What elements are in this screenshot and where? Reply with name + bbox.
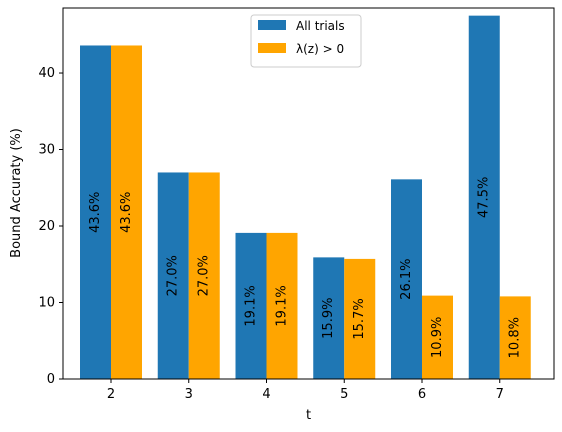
bar-all-trials-6 (391, 179, 422, 379)
y-tick-label-40: 40 (38, 66, 55, 81)
y-tick-label-20: 20 (38, 219, 55, 234)
bar-value-label-z-0-4: 19.1% (275, 285, 290, 326)
y-tick-label-0: 0 (47, 372, 55, 387)
bars-layer (80, 15, 531, 380)
bar-value-label-all-trials-5: 15.9% (321, 298, 336, 339)
bar-value-label-z-0-2: 43.6% (119, 192, 134, 233)
bar-all-trials-3 (157, 172, 189, 379)
y-tick-label-30: 30 (38, 143, 55, 158)
bar-value-label-all-trials-3: 27.0% (166, 255, 181, 296)
x-tick-label-7: 7 (496, 387, 504, 402)
y-tick-label-10: 10 (38, 296, 55, 311)
bar-all-trials-4 (235, 232, 267, 379)
legend-swatch-all-trials (258, 20, 286, 30)
bar-value-label-z-0-5: 15.7% (352, 298, 367, 339)
legend-label-lambda: λ(z) > 0 (296, 42, 344, 56)
x-tick-label-2: 2 (107, 387, 115, 402)
bar-z-0-3 (188, 172, 220, 379)
bar-z-0-6 (422, 295, 453, 379)
bar-value-label-z-0-6: 10.9% (430, 317, 445, 358)
bar-z-0-4 (266, 232, 298, 379)
legend: All trials λ(z) > 0 (250, 14, 362, 68)
x-tick-label-5: 5 (340, 387, 348, 402)
x-tick-label-4: 4 (262, 387, 270, 402)
bar-all-trials-7 (468, 15, 500, 380)
bar-all-trials-2 (80, 45, 111, 379)
bar-value-label-all-trials-4: 19.1% (244, 285, 259, 326)
bar-value-label-all-trials-7: 47.5% (477, 177, 492, 218)
legend-label-all-trials: All trials (296, 19, 345, 33)
axes-frame (62, 7, 555, 380)
x-tick-label-3: 3 (185, 387, 193, 402)
x-axis-label: t (306, 408, 311, 423)
x-axis-ticks: 2 3 4 5 6 7 (107, 379, 504, 402)
bar-value-label-z-0-7: 10.8% (508, 317, 523, 358)
plot-area: 43.6% 43.6% 27.0% 27.0% 19.1% 19.1% 15.9% 15.7%… (80, 15, 531, 380)
bar-z-0-5 (344, 258, 376, 379)
legend-swatch-lambda (258, 43, 286, 53)
bar-value-label-all-trials-6: 26.1% (399, 259, 414, 300)
bar-z-0-2 (111, 45, 142, 379)
bar-all-trials-5 (313, 257, 345, 379)
bar-value-label-all-trials-2: 43.6% (88, 192, 103, 233)
x-tick-label-6: 6 (418, 387, 426, 402)
bar-z-0-7 (499, 296, 531, 379)
y-axis-label: Bound Accuraty (%) (9, 128, 24, 258)
bar-labels-layer: 43.6% 43.6% 27.0% 27.0% 19.1% 19.1% 15.9% 15.7%… (88, 177, 523, 359)
y-axis-ticks: 0 10 20 30 40 (38, 66, 63, 387)
bar-value-label-z-0-3: 27.0% (197, 255, 212, 296)
